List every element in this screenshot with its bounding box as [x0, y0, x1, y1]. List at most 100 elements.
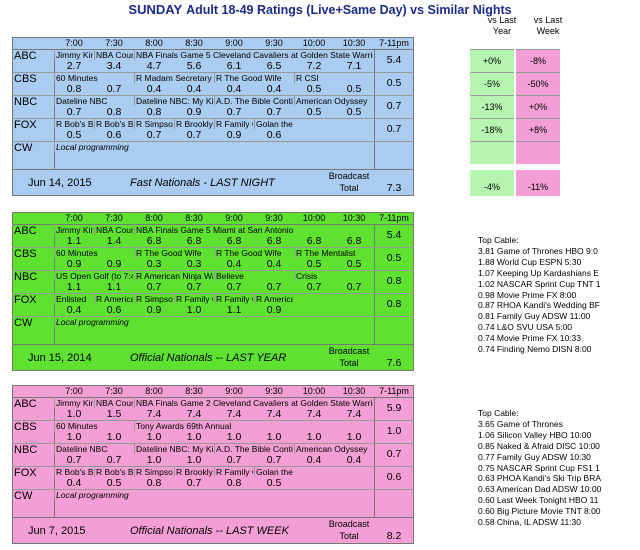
time-header: 10:30	[342, 386, 366, 396]
rating-value: 1.0	[186, 431, 202, 443]
program-name: Dateline NBC	[56, 444, 108, 454]
rating-value: 0.3	[186, 258, 202, 270]
time-header: 8:00	[145, 386, 163, 396]
rating-value: 7.2	[306, 60, 322, 72]
program-divider	[54, 224, 55, 235]
time-header: 8:00	[145, 213, 163, 223]
program-name: Local programming	[56, 490, 129, 500]
program-divider	[134, 270, 135, 281]
program-divider	[54, 49, 55, 60]
program-name: Crisis	[296, 271, 318, 281]
rating-value: 6.8	[146, 235, 162, 247]
night-average: 0.6	[386, 471, 402, 483]
vs-last-year-cell: +0%	[470, 49, 514, 72]
top-cable-item: 0.63 PHOA Kandi's Ski Trip BRA	[478, 473, 602, 484]
program-name: R Family Gu	[216, 119, 253, 129]
rating-value: 7.4	[346, 408, 362, 420]
row-divider	[12, 420, 414, 421]
program-divider	[254, 118, 255, 129]
program-name: Jimmy Kimm	[56, 50, 93, 60]
rating-value: 1.0	[306, 431, 322, 443]
program-divider	[214, 95, 215, 106]
program-name: Tony Awards 69th Annual	[136, 421, 232, 431]
program-divider	[294, 72, 295, 83]
rating-value: 0.5	[346, 106, 362, 118]
top-cable-item: 0.74 L&O SVU USA 5:00	[478, 322, 573, 333]
broadcast-total: 8.2	[386, 530, 402, 542]
total-label: Total	[339, 183, 359, 193]
program-divider	[294, 270, 295, 281]
time-header: 10:30	[342, 213, 366, 223]
title-day: SUNDAY	[128, 2, 183, 17]
rating-value: 0.5	[346, 258, 362, 270]
rating-value: 0.5	[66, 129, 82, 141]
program-divider	[134, 118, 135, 129]
top-cable-item: 3.65 Game of Thrones	[478, 418, 563, 429]
program-divider	[54, 293, 55, 304]
program-name: NBA Countd	[96, 225, 133, 235]
night-average: 1.0	[386, 425, 402, 437]
program-name: 60 Minutes	[56, 248, 98, 258]
row-divider	[12, 466, 414, 467]
top-cable-item: 3.81 Game of Thrones HBO 9:0	[478, 245, 598, 256]
rating-value: 3.4	[106, 60, 122, 72]
program-divider	[214, 270, 215, 281]
rating-value: 0.5	[346, 83, 362, 95]
broadcast-label: Broadcast	[328, 346, 370, 356]
program-name: R Brooklyn N	[176, 119, 213, 129]
network-label: CW	[14, 142, 33, 154]
vs-last-year-cell: -13%	[470, 95, 514, 118]
program-name: R Family Gu	[216, 294, 253, 304]
total-vs-last-week: -11%	[516, 170, 560, 196]
vs-last-week-header: vs Last Week	[533, 15, 563, 36]
program-name: R Family Gu	[216, 467, 253, 477]
top-cable-item: 1.88 World Cup ESPN 5:30	[478, 256, 582, 267]
time-header: 9:30	[265, 386, 283, 396]
program-name: NBA Finals Game 5 Miami at San Antonio	[136, 225, 294, 235]
column-divider	[374, 224, 375, 345]
program-name: R Madam Secretary	[136, 73, 212, 83]
row-divider	[12, 443, 414, 444]
rating-value: 0.4	[186, 83, 202, 95]
night-average: 5.4	[386, 54, 402, 66]
rating-value: 1.0	[106, 431, 122, 443]
program-name: Golan the In	[256, 119, 293, 129]
rating-value: 1.0	[346, 431, 362, 443]
program-name: R The Mentalist	[296, 248, 356, 258]
program-divider	[134, 293, 135, 304]
top-cable-item: 0.74 Finding Nemo DISN 8:00	[478, 344, 592, 355]
rating-value: 5.6	[186, 60, 202, 72]
night-average: 0.7	[386, 448, 402, 460]
section-last-week	[12, 385, 414, 518]
rating-value: 1.1	[66, 281, 82, 293]
top-cable-item: 0.98 Movie Prime FX 8:00	[478, 289, 577, 300]
top-cable-item: 0.58 China, IL ADSW 11:30	[478, 517, 582, 528]
rating-value: 1.0	[266, 431, 282, 443]
program-name: R Family Gu	[176, 294, 213, 304]
time-header: 10:00	[302, 38, 326, 48]
program-name: R Bob's Burg	[96, 467, 133, 477]
time-header: 10:00	[302, 386, 326, 396]
network-label: ABC	[14, 398, 37, 410]
network-label: FOX	[14, 119, 37, 131]
rating-value: 1.0	[186, 454, 202, 466]
program-name: 60 Minutes	[56, 421, 98, 431]
program-divider	[54, 72, 55, 83]
row-divider	[12, 270, 414, 271]
network-label: CBS	[14, 248, 37, 260]
section-label: Official Nationals -- LAST WEEK	[130, 525, 289, 537]
total-label: Total	[339, 531, 359, 541]
program-name: R The Good Wife	[216, 73, 282, 83]
header-divider	[12, 397, 414, 398]
top-cable-item: 0.60 Last Week Tonight HBO 11	[478, 495, 599, 506]
vs-last-week-cell: +8%	[516, 118, 560, 141]
rating-value: 0.4	[266, 258, 282, 270]
section-date: Jun 7, 2015	[28, 525, 86, 537]
rating-value: 1.0	[146, 454, 162, 466]
rating-value: 0.7	[66, 454, 82, 466]
program-divider	[54, 118, 55, 129]
program-name: NBA Countd	[96, 398, 133, 408]
top-cable-item: 0.60 Big Picture Movie TNT 8:00	[478, 506, 601, 517]
program-divider	[214, 443, 215, 454]
program-name: Dateline NBC	[56, 96, 108, 106]
